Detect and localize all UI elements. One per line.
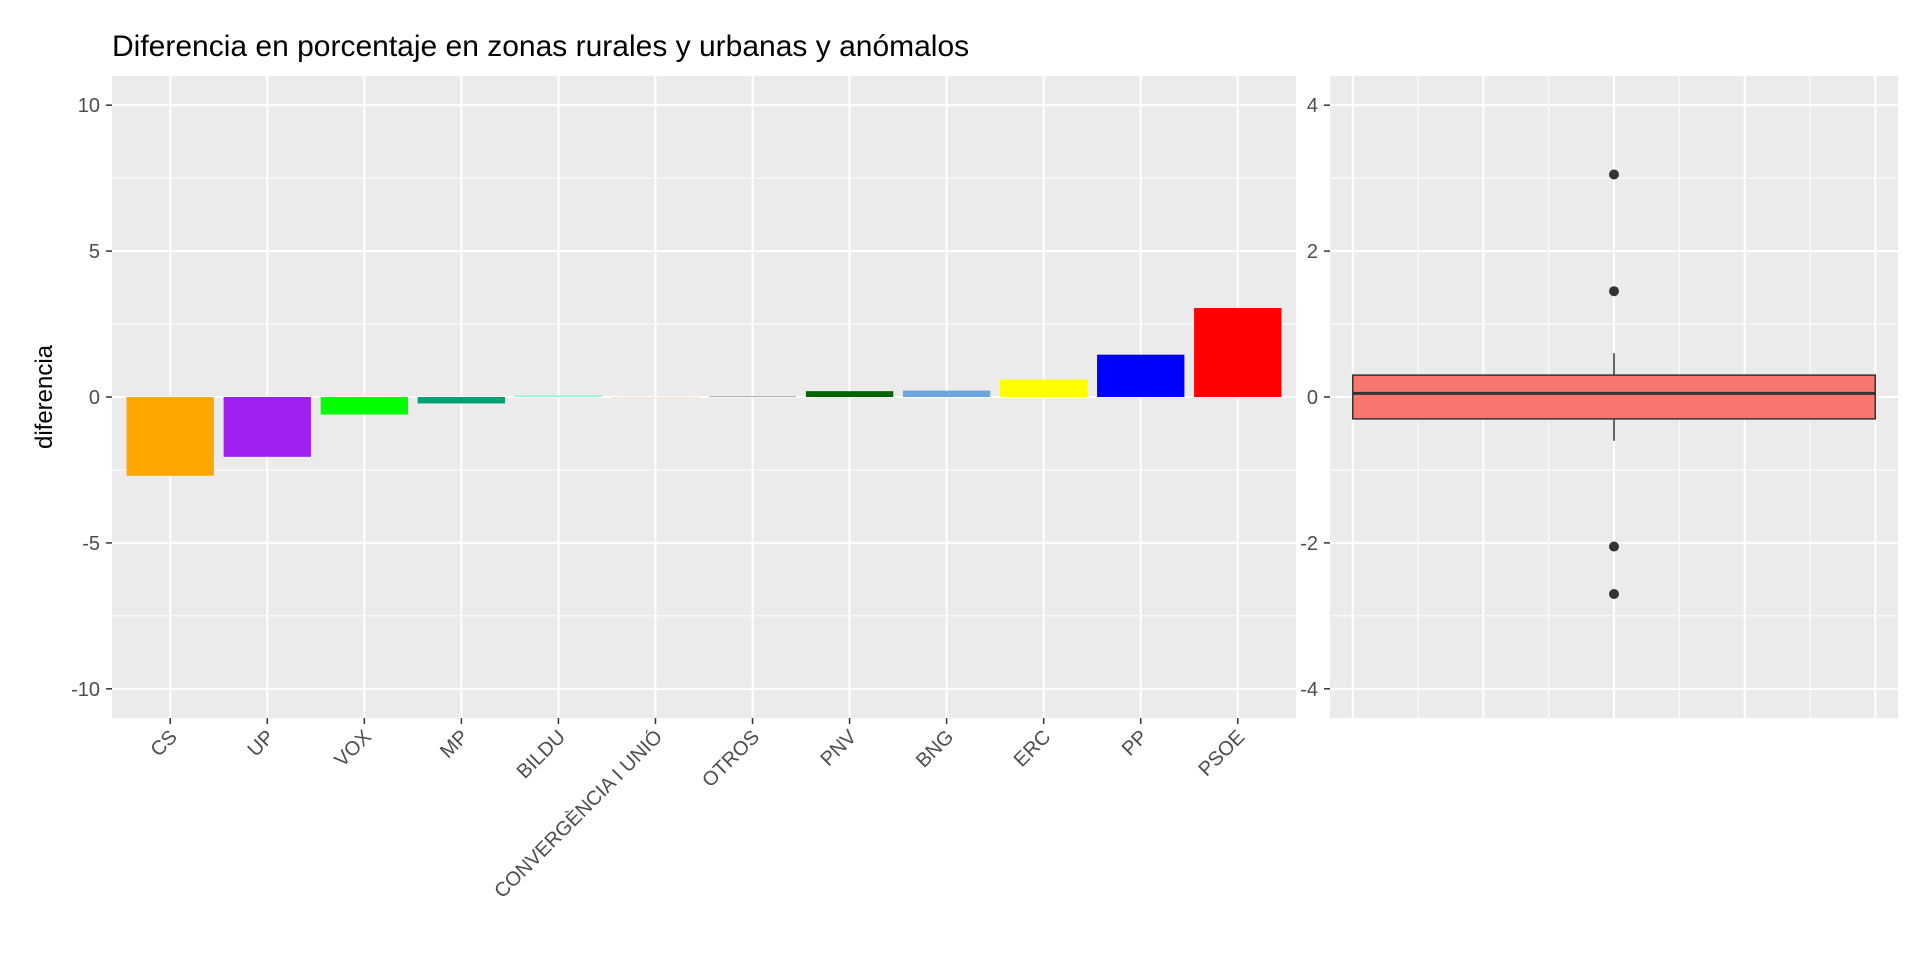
bar [1097,354,1185,397]
y-tick-label: 5 [89,241,100,263]
box-y-tick-label: 0 [1307,387,1318,409]
x-tick-label: CS [147,726,182,761]
box-y-tick-label: -2 [1300,533,1318,555]
box-panel: -4 -2 0 2 4 [1300,76,1898,718]
bar [1194,307,1282,397]
x-tick-label: PNV [816,726,861,771]
y-tick-label: 0 [89,387,100,409]
bar [126,397,214,476]
bar [902,390,991,397]
bar [611,397,700,398]
x-tick-label: OTROS [698,726,764,792]
x-tick-label: BILDU [513,726,570,783]
chart-title: Diferencia en porcentaje en zonas rurale… [112,30,969,63]
bar [223,397,311,457]
y-axis-label: diferencia [31,344,58,449]
bar [708,396,797,398]
x-tick-label: BNG [912,726,958,772]
box-iqr [1351,374,1877,420]
box-y-tick-label: 4 [1307,95,1318,117]
bar [514,395,603,397]
outlier-point [1609,588,1619,599]
x-tick-label: PSOE [1194,726,1249,781]
box-y-ticks: -4 -2 0 2 4 [1300,95,1330,701]
x-tick-label: ERC [1010,726,1055,771]
x-tick-label: VOX [330,726,375,771]
x-tick-label: UP [244,726,279,761]
x-tick-label: CONVERGÈNCIA I UNIÓ [490,725,667,902]
y-tick-label: 10 [78,95,100,117]
bar [417,397,506,404]
x-tick-label: PP [1118,726,1152,760]
y-tick-label: -10 [71,679,100,701]
bar [320,397,408,415]
x-tick-label: MP [436,726,473,763]
box-y-tick-label: 2 [1307,241,1318,263]
bar-marks [126,307,1282,476]
bar [805,391,894,397]
bar [1000,379,1088,397]
box-marks [1351,169,1877,599]
y-tick-label: -5 [82,533,100,555]
box-y-tick-label: -4 [1300,679,1318,701]
outlier-point [1609,169,1619,180]
outlier-point [1609,541,1619,552]
outlier-point [1609,286,1619,297]
bar-y-ticks: -10 -5 0 5 10 [71,95,112,701]
